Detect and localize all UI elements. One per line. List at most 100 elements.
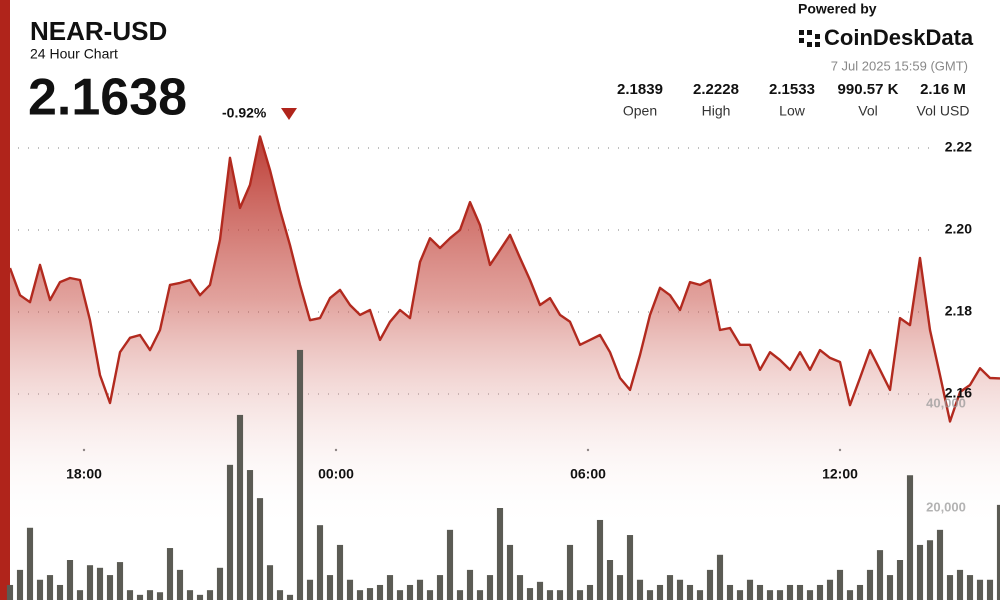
volume-bar	[826, 579, 834, 600]
volume-bar	[436, 575, 444, 600]
y-tick-label: 2.16	[945, 385, 972, 401]
volume-bar	[266, 565, 274, 600]
volume-bar	[146, 590, 154, 600]
volume-bar	[776, 590, 784, 600]
volume-bar	[916, 544, 924, 600]
y2-tick-label: 20,000	[926, 499, 966, 514]
volume-bar	[206, 590, 214, 600]
stat-value: 2.2228	[693, 81, 739, 98]
y-tick-label: 2.22	[945, 139, 972, 155]
volume-bar	[396, 590, 404, 600]
volume-bar	[16, 569, 24, 600]
x-tick-label: 12:00	[822, 466, 858, 482]
volume-bar	[996, 504, 1000, 600]
volume-bar	[726, 584, 734, 600]
stat-label: High	[702, 103, 731, 119]
volume-bar	[46, 575, 54, 600]
volume-bar	[86, 565, 94, 600]
volume-bar	[256, 498, 264, 600]
volume-bar	[176, 569, 184, 600]
volume-bar	[216, 567, 224, 600]
brand: CoinDeskData	[824, 25, 974, 50]
volume-bar	[446, 529, 454, 600]
volume-bar	[876, 550, 884, 600]
volume-bar	[696, 590, 704, 600]
volume-bar	[476, 590, 484, 600]
y-tick-label: 2.20	[945, 221, 972, 237]
volume-bar	[76, 590, 84, 600]
plot: 2.16 2.18 2.20 2.22 20,000 40,000 18:00 00:00 06…	[6, 135, 1000, 600]
volume-bar	[856, 584, 864, 600]
volume-bar	[576, 590, 584, 600]
price: 2.1638	[28, 69, 187, 127]
volume-bar	[506, 544, 514, 600]
volume-bar	[386, 575, 394, 600]
stat-value: 990.57 K	[838, 81, 899, 98]
stat-label: Low	[779, 103, 806, 119]
volume-bar	[346, 579, 354, 600]
volume-bar	[646, 590, 654, 600]
volume-bar	[886, 575, 894, 600]
volume-bar	[566, 544, 574, 600]
volume-bar	[896, 560, 904, 600]
volume-bar	[226, 464, 234, 600]
volume-bar	[906, 475, 914, 600]
volume-bar	[676, 579, 684, 600]
volume-bar	[246, 470, 254, 600]
volume-bar	[656, 584, 664, 600]
volume-bar	[316, 525, 324, 600]
volume-bar	[356, 590, 364, 600]
volume-bar	[636, 579, 644, 600]
volume-bar	[156, 592, 164, 600]
volume-bar	[296, 349, 304, 600]
volume-bar	[536, 581, 544, 600]
volume-bar	[186, 590, 194, 600]
stat-value: 2.1533	[769, 81, 815, 98]
volume-bar	[26, 527, 34, 600]
x-tick-label: 06:00	[570, 466, 606, 482]
volume-bar	[946, 575, 954, 600]
volume-bar	[376, 584, 384, 600]
volume-bar	[426, 590, 434, 600]
volume-bar	[926, 540, 934, 600]
volume-bar	[496, 508, 504, 600]
brand-logo	[799, 30, 820, 47]
volume-bar	[986, 579, 994, 600]
volume-bar	[456, 590, 464, 600]
volume-bar	[236, 414, 244, 600]
price-area	[10, 136, 1000, 600]
accent-bar	[0, 0, 10, 600]
volume-bar	[66, 560, 74, 600]
y2-tick-label: 40,000	[926, 395, 966, 410]
volume-bar	[486, 575, 494, 600]
stat-value: 2.1839	[617, 81, 663, 98]
volume-bar	[766, 590, 774, 600]
volume-bar	[666, 575, 674, 600]
volume-bar	[406, 584, 414, 600]
volume-bar	[6, 584, 14, 600]
stat-label: Vol USD	[917, 103, 970, 119]
x-tick-label: 18:00	[66, 466, 102, 482]
volume-bar	[416, 579, 424, 600]
volume-bar	[366, 588, 374, 600]
volume-bar	[516, 575, 524, 600]
volume-bar	[746, 579, 754, 600]
volume-bar	[286, 594, 294, 600]
volume-bar	[816, 584, 824, 600]
powered-by: Powered by	[798, 1, 877, 17]
volume-bar	[596, 519, 604, 600]
volume-bar	[956, 569, 964, 600]
stats: 2.1839 Open 2.2228 High 2.1533 Low 990.57 K Vol…	[617, 81, 969, 119]
volume-bar	[626, 535, 634, 600]
volume-bar	[716, 554, 724, 600]
volume-bar	[796, 584, 804, 600]
down-arrow	[281, 108, 297, 120]
subtitle: 24 Hour Chart	[30, 46, 118, 62]
volume-bar	[166, 548, 174, 600]
volume-bar	[806, 590, 814, 600]
title: NEAR-USD	[30, 16, 167, 46]
volume-bar	[866, 569, 874, 600]
volume-bar	[306, 579, 314, 600]
timestamp: 7 Jul 2025 15:59 (GMT)	[831, 58, 968, 73]
